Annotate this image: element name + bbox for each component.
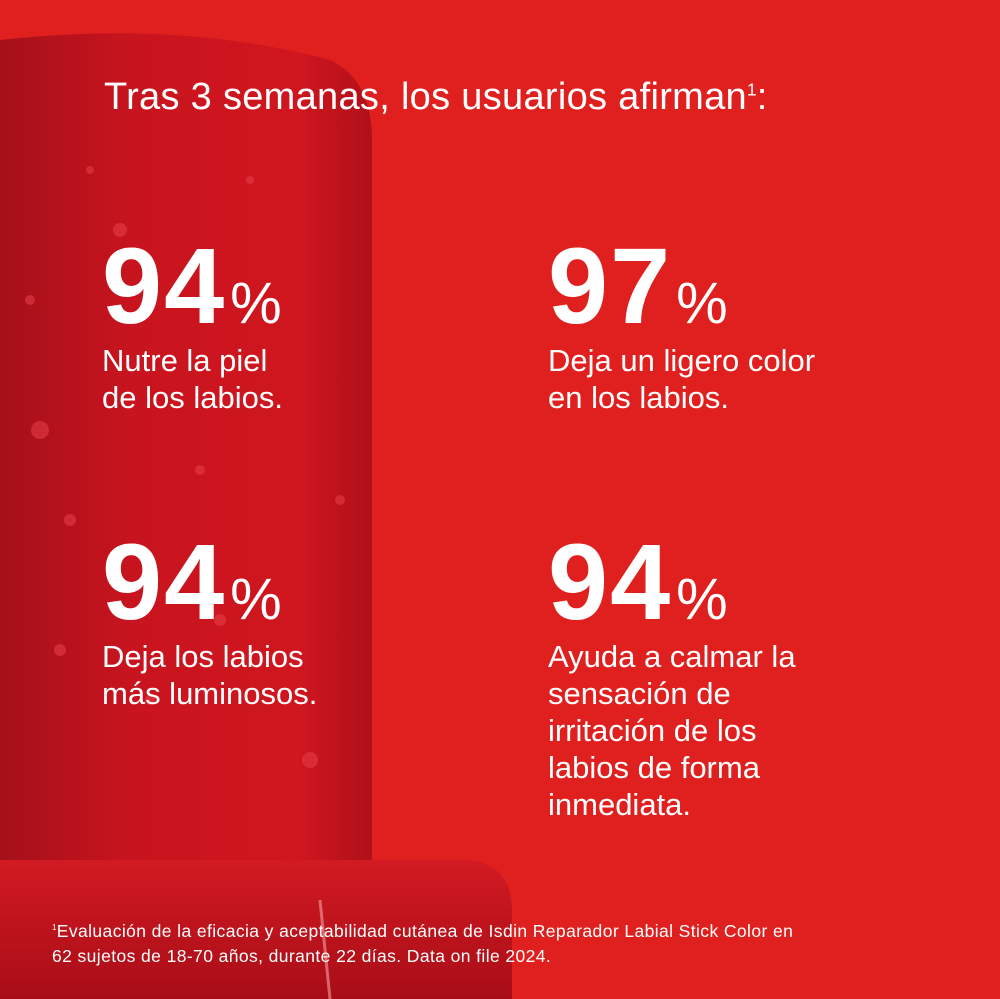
description-line: más luminosos. [102,676,318,711]
description-line: Ayuda a calmar la [548,639,796,674]
stat: 94% Nutre la piel de los labios. [102,232,284,416]
stat-description: Ayuda a calmar la sensación de irritación … [548,638,796,823]
stat-unit: % [230,567,284,632]
stat-description: Nutre la piel de los labios. [102,342,284,416]
headline: Tras 3 semanas, los usuarios afirman1: [104,76,768,118]
description-line: labios de forma [548,750,760,785]
description-line: de los labios. [102,380,283,415]
stat-description: Deja los labios más luminosos. [102,638,317,712]
headline-text: Tras 3 semanas, los usuarios afirman [104,76,747,118]
stat: 94% Ayuda a calmar la sensación de irritaci… [548,528,796,823]
stat: 94% Deja los labios más luminosos. [102,528,317,712]
stat-value: 94 [102,225,227,346]
footnote-mark: 1 [52,923,57,932]
stat-unit: % [676,567,730,632]
footnote-line: 62 sujetos de 18-70 años, durante 22 día… [52,945,552,966]
description-line: irritación de los [548,713,757,748]
stat-figure: 94% [102,528,317,636]
footnote-text: Evaluación de la eficacia y aceptabilida… [56,920,794,941]
description-line: Deja los labios [102,639,304,674]
description-line: en los labios. [548,380,729,415]
stat: 97% Deja un ligero color en los labios. [548,232,815,416]
stat-figure: 97% [548,232,815,340]
description-line: sensación de [548,676,731,711]
footnote: 1Evaluación de la eficacia y aceptabilid… [52,915,793,969]
stat-description: Deja un ligero color en los labios. [548,342,815,416]
stat-unit: % [230,271,284,336]
stat-value: 97 [548,225,673,346]
footnote-line: 1Evaluación de la eficacia y aceptabilid… [52,915,793,944]
description-line: Nutre la piel [102,343,268,378]
stat-figure: 94% [102,232,284,340]
stat-value: 94 [102,521,227,642]
footnote-ref: 1 [746,80,757,100]
description-line: Deja un ligero color [548,343,816,378]
stat-unit: % [676,271,730,336]
description-line: inmediata. [548,787,692,822]
stat-figure: 94% [548,528,796,636]
stat-value: 94 [548,521,673,642]
